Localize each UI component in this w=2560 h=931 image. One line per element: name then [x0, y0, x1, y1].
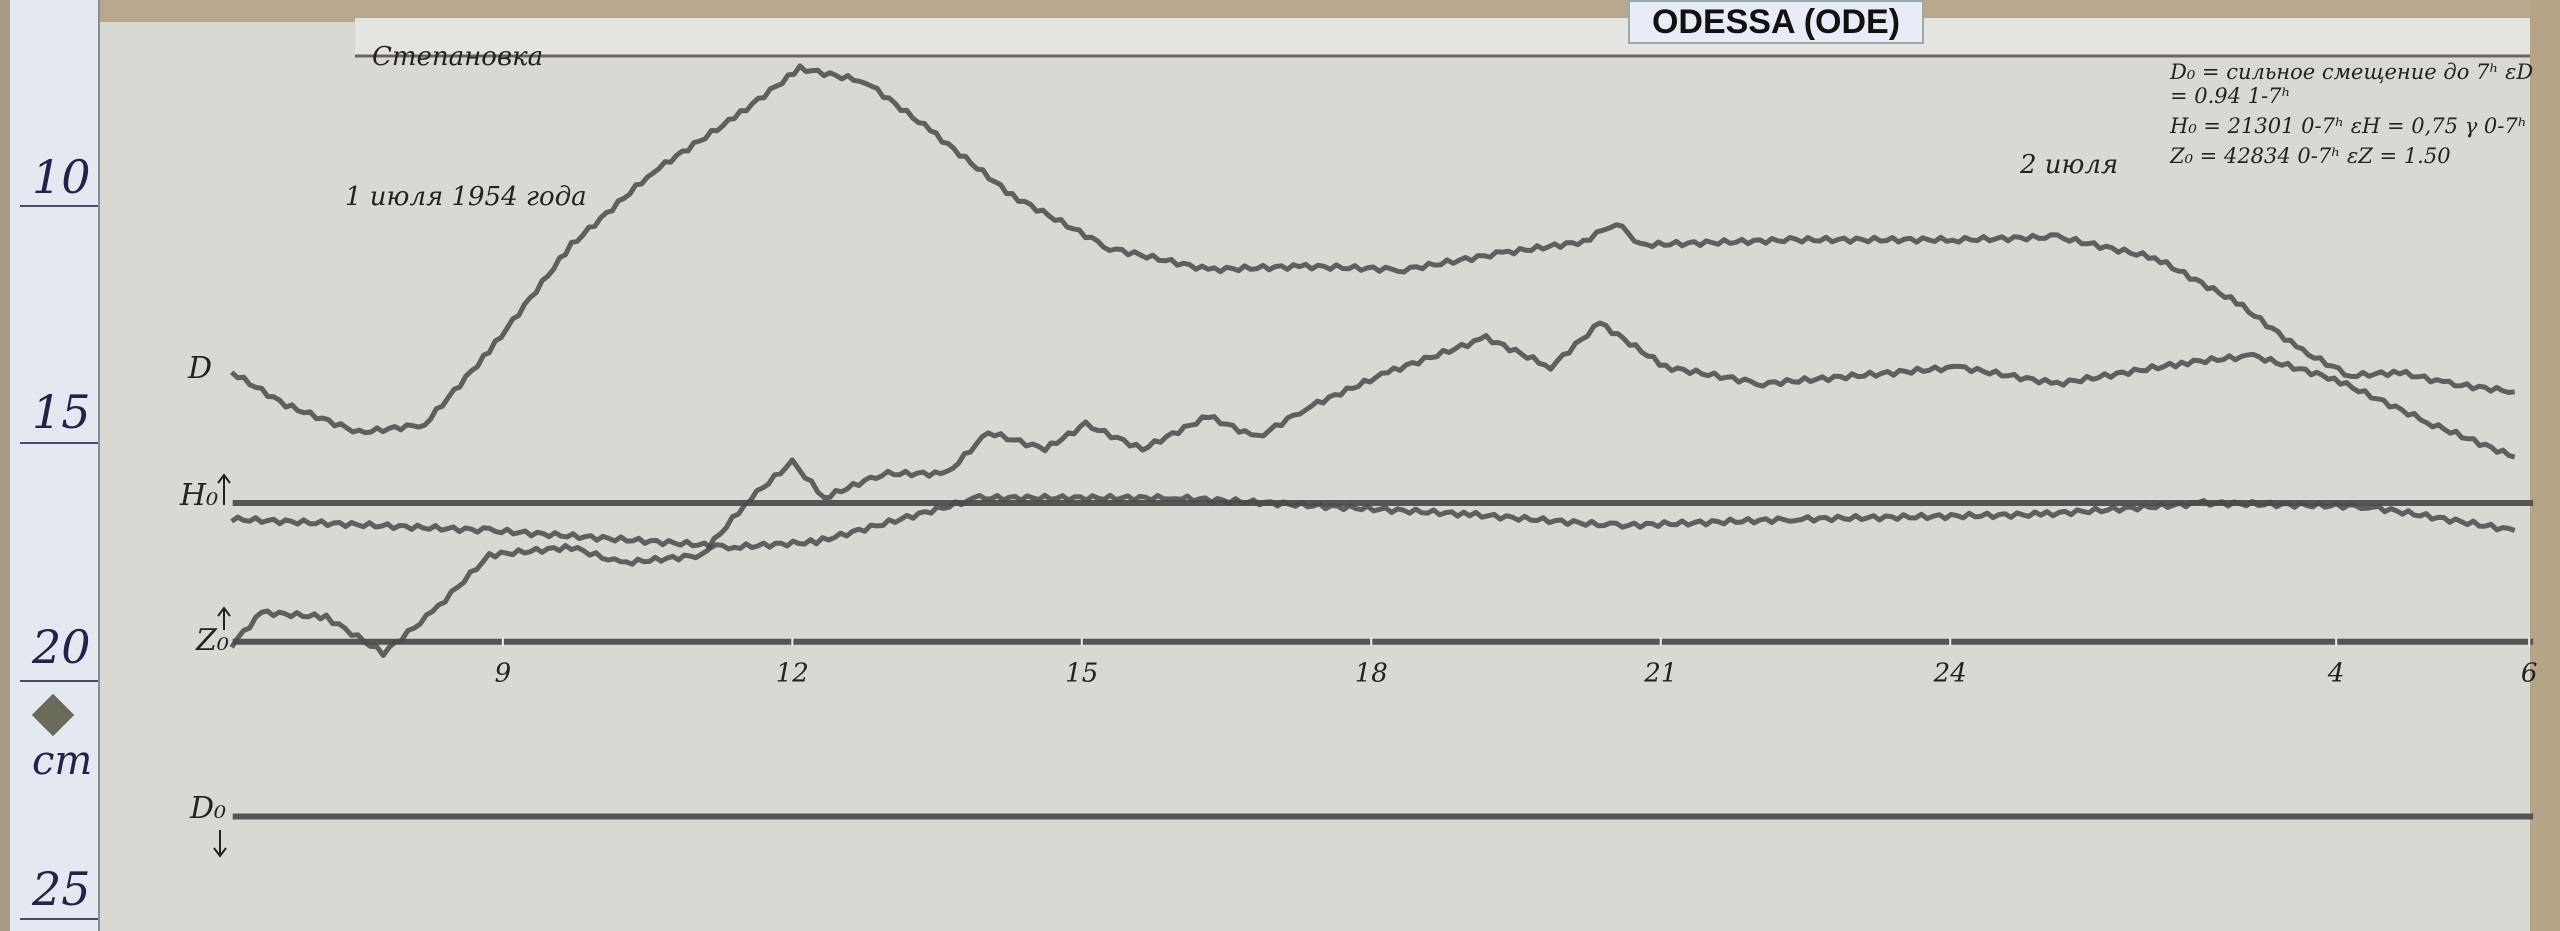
- x-tick-label: 6: [2521, 659, 2538, 689]
- date-day-1: 1 июля 1954 года: [345, 182, 587, 212]
- note-d0: D₀ = сильное смещение до 7ʰ εD = 0.94 1-…: [2170, 60, 2534, 108]
- calibration-notes: D₀ = сильное смещение до 7ʰ εD = 0.94 1-…: [2170, 60, 2555, 168]
- ruler-tick-label: 15: [32, 385, 91, 439]
- ruler-line: [20, 918, 98, 920]
- x-tick-label: 18: [1355, 659, 1388, 689]
- paper: [100, 0, 2560, 931]
- ruler-line: [20, 205, 98, 207]
- x-tick-label: 21: [1643, 659, 1677, 689]
- x-tick-label: 9: [495, 659, 512, 689]
- date-day-2: 2 июля: [2020, 150, 2119, 180]
- trace-h: [230, 492, 2516, 552]
- ruler-tick-label: 25: [32, 862, 91, 916]
- wood-edge: [100, 0, 2560, 22]
- ruler-tick-label: 10: [32, 150, 91, 204]
- tape-strip: [355, 18, 2560, 58]
- ruler-unit: cm: [32, 738, 93, 784]
- arrow-down-icon: [213, 830, 227, 858]
- x-tick-label: 12: [776, 659, 809, 689]
- x-tick-label: 24: [1933, 659, 1967, 689]
- label-d: D: [187, 351, 212, 386]
- trace-z: [229, 320, 2516, 658]
- arrow-up-icon: [217, 473, 231, 505]
- arrow-up-icon: [217, 606, 231, 630]
- label-d0: D₀: [189, 791, 226, 826]
- note-h0: H₀ = 21301 0-7ʰ εH = 0,75 γ 0-7ʰ: [2170, 114, 2527, 138]
- label-h0: H₀: [179, 478, 218, 513]
- station-label: ODESSA (ODE): [1628, 0, 1924, 44]
- x-tick-label: 15: [1065, 659, 1098, 689]
- ruler-line: [20, 442, 98, 444]
- note-z0: Z₀ = 42834 0-7ʰ εZ = 1.50: [2170, 144, 2451, 168]
- cm-ruler: 10 15 20 cm 25: [10, 0, 100, 931]
- wood-edge-right: [2530, 0, 2560, 931]
- pin-icon: [31, 693, 75, 737]
- x-tick-label: 4: [2327, 659, 2345, 689]
- trace-d: [230, 63, 2515, 436]
- ruler-line: [20, 680, 98, 682]
- place-name: Степановка: [372, 42, 544, 72]
- ruler-tick-label: 20: [32, 620, 91, 674]
